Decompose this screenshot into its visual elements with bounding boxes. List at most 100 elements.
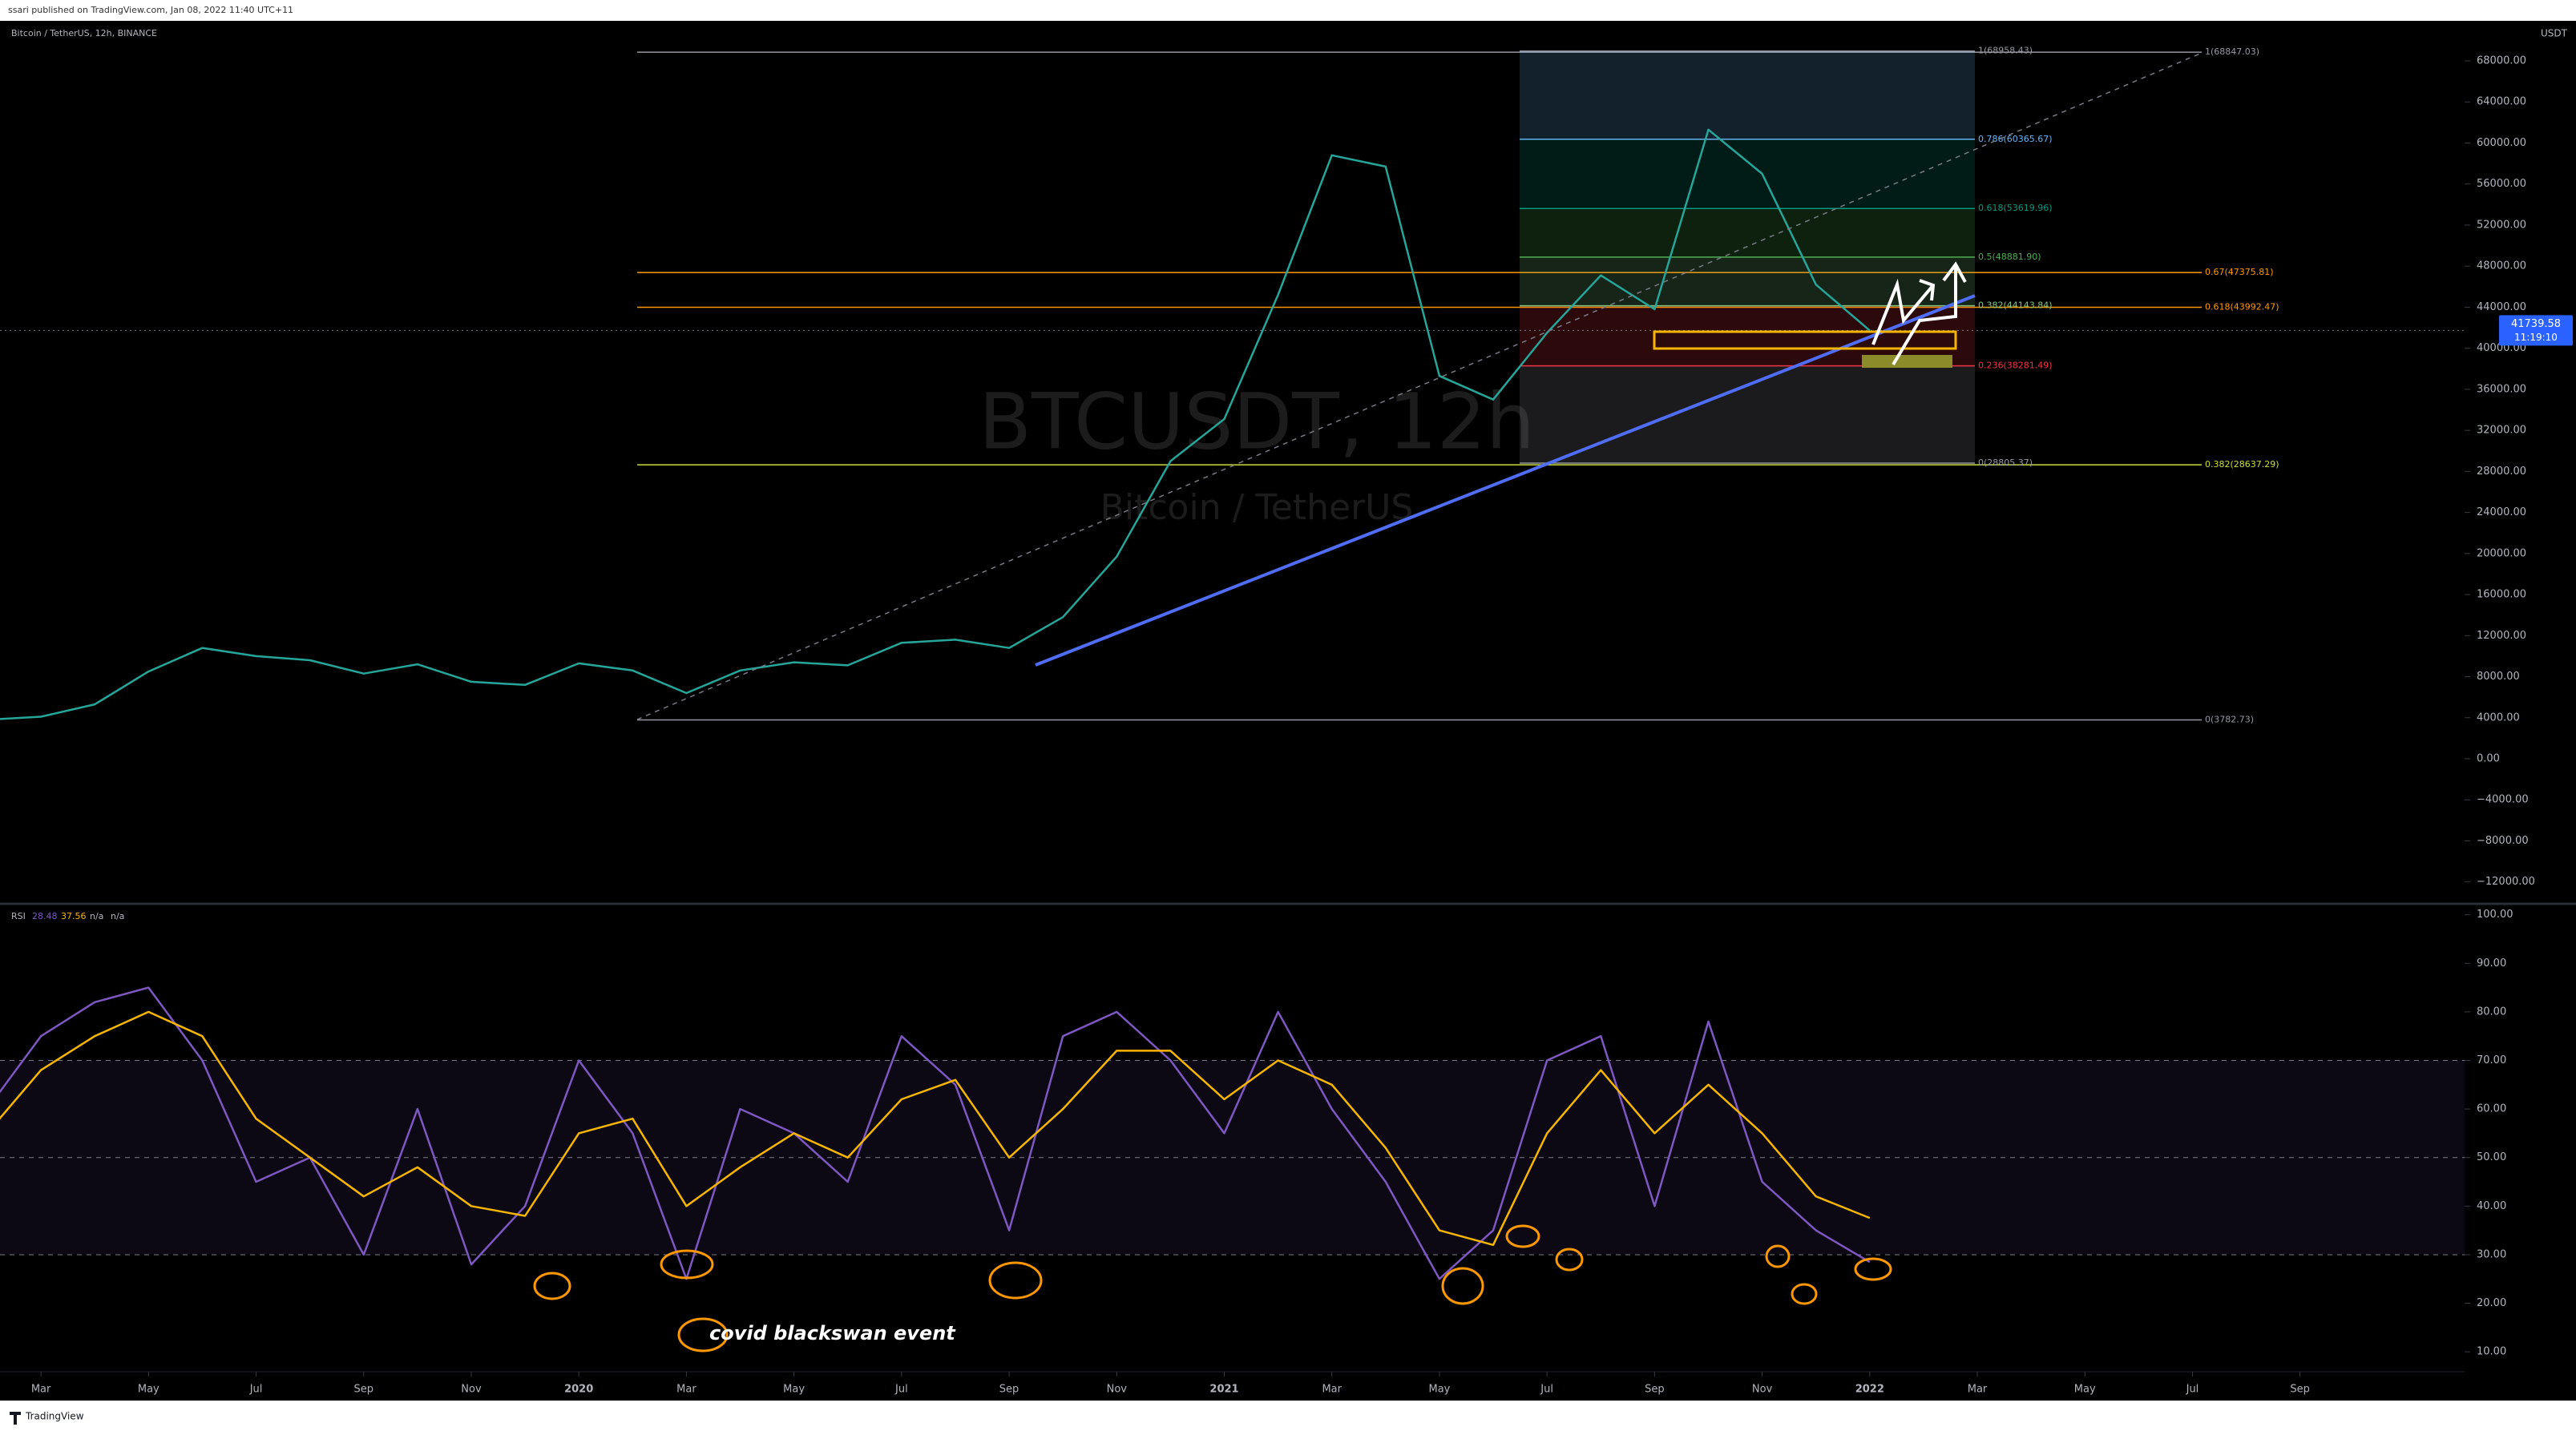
y-tick-label: 52000.00 bbox=[2477, 219, 2526, 231]
trend-line bbox=[1035, 294, 1976, 667]
annotation: covid blackswan event bbox=[709, 1322, 956, 1344]
y-tick-label: 32000.00 bbox=[2477, 425, 2526, 437]
fib-extension-label: 0.67(47375.81) bbox=[2205, 267, 2274, 277]
header-text: ssari published on TradingView.com, Jan … bbox=[8, 5, 293, 15]
currency-label: USDT bbox=[2541, 28, 2568, 39]
last-price-box bbox=[2499, 315, 2573, 346]
y-tick-label: 16000.00 bbox=[2477, 589, 2526, 601]
watermark: BTCUSDT, 12h bbox=[979, 377, 1535, 466]
rsi-title: RSI bbox=[11, 911, 26, 921]
fib-extension-label: 0.382(28637.29) bbox=[2205, 459, 2279, 470]
y-tick-label: 80.00 bbox=[2477, 1006, 2506, 1018]
y-tick-label: 4000.00 bbox=[2477, 711, 2520, 724]
circle bbox=[533, 1272, 571, 1300]
x-tick-label: Nov bbox=[1107, 1384, 1128, 1396]
data-line bbox=[0, 128, 1871, 720]
data-line bbox=[0, 986, 1871, 1280]
y-tick-label: 10.00 bbox=[2477, 1346, 2506, 1358]
chart-title: Bitcoin / TetherUS, 12h, BINANCE bbox=[11, 28, 157, 38]
y-tick-label: 20000.00 bbox=[2477, 547, 2526, 559]
x-tick-label: Sep bbox=[1645, 1384, 1665, 1396]
rsi-legend-value: 37.56 bbox=[61, 911, 87, 921]
y-tick-label: 70.00 bbox=[2477, 1054, 2506, 1066]
fib-zone bbox=[1520, 208, 1975, 257]
rsi-legend-value: n/a bbox=[111, 911, 124, 921]
circle bbox=[1441, 1267, 1484, 1305]
rsi-legend-value: n/a bbox=[90, 911, 103, 921]
circle bbox=[1791, 1283, 1818, 1305]
y-tick-label: 90.00 bbox=[2477, 957, 2506, 969]
y-tick-label: 44000.00 bbox=[2477, 301, 2526, 313]
y-tick-label: 40.00 bbox=[2477, 1200, 2506, 1212]
x-tick-label: May bbox=[2074, 1384, 2096, 1396]
target-box bbox=[1862, 355, 1952, 368]
fib-extension-label: 0(3782.73) bbox=[2205, 715, 2254, 725]
x-tick-label: Jul bbox=[894, 1384, 908, 1396]
y-tick-label: 20.00 bbox=[2477, 1297, 2506, 1309]
last-price-label: 41739.58 bbox=[2511, 318, 2561, 330]
fib-zone bbox=[1520, 139, 1975, 209]
x-tick-label: Jul bbox=[2186, 1384, 2199, 1396]
x-tick-label: Sep bbox=[354, 1384, 374, 1396]
circle bbox=[1765, 1244, 1791, 1268]
x-tick-label: Nov bbox=[461, 1384, 482, 1396]
watermark-subtitle: Bitcoin / TetherUS bbox=[1100, 487, 1414, 528]
y-tick-label: 56000.00 bbox=[2477, 178, 2526, 190]
fib-retracement-label: 1(68958.43) bbox=[1978, 46, 2033, 56]
y-tick-label: 30.00 bbox=[2477, 1248, 2506, 1260]
y-tick-label: 12000.00 bbox=[2477, 630, 2526, 642]
circle bbox=[1505, 1224, 1540, 1248]
countdown-label: 11:19:10 bbox=[2514, 332, 2558, 343]
fib-retracement-label: 0(28805.37) bbox=[1978, 458, 2033, 468]
footer-text: TradingView bbox=[25, 1411, 84, 1422]
y-tick-label: 68000.00 bbox=[2477, 55, 2526, 67]
x-tick-label: May bbox=[1428, 1384, 1450, 1396]
arrow bbox=[1892, 261, 1967, 366]
y-tick-label: 64000.00 bbox=[2477, 96, 2526, 108]
x-tick-label: Sep bbox=[999, 1384, 1019, 1396]
y-tick-label: 8000.00 bbox=[2477, 671, 2520, 683]
drawing-layer: −12000.00 −8000.00 −4000.00 0.00 4000.00 8000… bbox=[0, 46, 2573, 1396]
circle bbox=[660, 1249, 714, 1280]
y-tick-label: 28000.00 bbox=[2477, 466, 2526, 478]
footer-logo bbox=[10, 1412, 21, 1425]
extension-diagonal bbox=[636, 52, 2203, 720]
y-tick-label: 60000.00 bbox=[2477, 137, 2526, 149]
support-box bbox=[1653, 330, 1957, 350]
x-tick-label: Mar bbox=[676, 1384, 696, 1396]
fib-zone bbox=[1520, 256, 1975, 306]
x-tick-label: Mar bbox=[1322, 1384, 1342, 1396]
x-tick-label: Jul bbox=[1540, 1384, 1553, 1396]
fib-zone bbox=[1520, 50, 1975, 139]
x-tick-label: Sep bbox=[2290, 1384, 2310, 1396]
x-tick-label: Mar bbox=[1968, 1384, 1988, 1396]
rsi-circles bbox=[533, 1224, 1892, 1352]
fib-retracement-label: 0.618(53619.96) bbox=[1978, 203, 2053, 213]
y-tick-label: 24000.00 bbox=[2477, 506, 2526, 518]
y-tick-label: 0.00 bbox=[2477, 752, 2500, 764]
x-tick-label: May bbox=[138, 1384, 159, 1396]
circle bbox=[677, 1317, 729, 1352]
y-tick-label: 48000.00 bbox=[2477, 260, 2526, 272]
x-tick-label: 2021 bbox=[1209, 1384, 1238, 1396]
chart-background bbox=[0, 21, 2576, 1401]
circle bbox=[1555, 1248, 1584, 1272]
circle bbox=[988, 1261, 1043, 1300]
data-line bbox=[0, 1010, 1871, 1247]
fib-retracement-label: 0.236(38281.49) bbox=[1978, 361, 2053, 371]
y-tick-label: −4000.00 bbox=[2477, 794, 2529, 806]
y-tick-label: 36000.00 bbox=[2477, 383, 2526, 395]
x-tick-label: Jul bbox=[249, 1384, 263, 1396]
x-tick-label: 2020 bbox=[564, 1384, 593, 1396]
circle bbox=[1854, 1257, 1892, 1281]
x-tick-label: May bbox=[783, 1384, 805, 1396]
x-tick-label: Mar bbox=[31, 1384, 51, 1396]
fib-zone bbox=[1520, 365, 1975, 464]
rsi-legend-value: 28.48 bbox=[32, 911, 58, 921]
x-tick-label: Nov bbox=[1752, 1384, 1773, 1396]
y-tick-label: 50.00 bbox=[2477, 1151, 2506, 1163]
fib-retracement-label: 0.786(60365.67) bbox=[1978, 134, 2053, 144]
